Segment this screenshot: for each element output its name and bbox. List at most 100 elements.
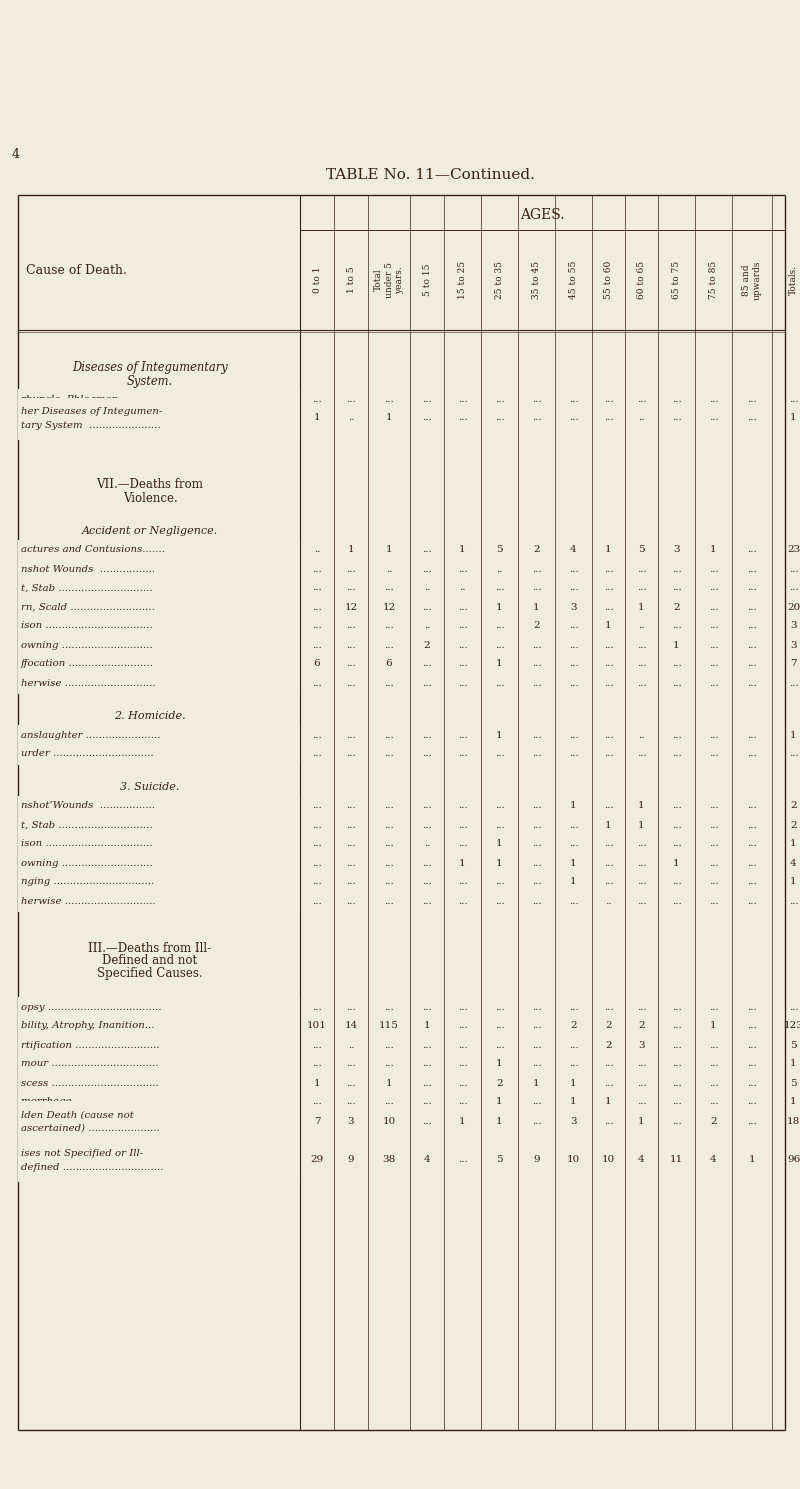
Text: 0 to 1: 0 to 1 (313, 267, 322, 293)
Text: ...: ... (709, 749, 718, 758)
Text: Defined and not: Defined and not (102, 954, 198, 968)
Text: ...: ... (346, 749, 356, 758)
Text: herwise ............................: herwise ............................ (21, 896, 156, 905)
Text: 2: 2 (790, 801, 797, 810)
Text: ...: ... (672, 679, 682, 688)
Text: 18: 18 (787, 1117, 800, 1126)
Bar (18, 654, 300, 675)
Text: ...: ... (532, 1117, 542, 1126)
Text: ...: ... (494, 1021, 504, 1030)
Text: 3: 3 (348, 1117, 354, 1126)
Text: 1: 1 (348, 545, 354, 554)
Text: 4: 4 (710, 1155, 717, 1164)
Text: ...: ... (422, 1078, 432, 1087)
Text: ...: ... (709, 1060, 718, 1069)
Text: her Diseases of Integumen-: her Diseases of Integumen- (21, 408, 162, 417)
Text: 1: 1 (605, 1097, 612, 1106)
Text: ...: ... (346, 731, 356, 740)
Text: ..: .. (638, 414, 645, 423)
Text: ...: ... (422, 1060, 432, 1069)
Text: ...: ... (789, 564, 798, 573)
Text: ...: ... (532, 731, 542, 740)
Text: ...: ... (458, 1155, 467, 1164)
Text: 9: 9 (348, 1155, 354, 1164)
Text: 3: 3 (790, 621, 797, 630)
Text: ...: ... (458, 603, 467, 612)
Text: rbuncle, Phlegmon .. ........: rbuncle, Phlegmon .. ........ (21, 395, 157, 404)
Text: ...: ... (569, 896, 578, 905)
Text: ...: ... (422, 545, 432, 554)
Text: ...: ... (422, 679, 432, 688)
Text: anslaughter .......................: anslaughter ....................... (21, 731, 161, 740)
Text: ...: ... (747, 1060, 757, 1069)
Text: ...: ... (709, 1002, 718, 1011)
Text: ...: ... (747, 877, 757, 886)
Text: ...: ... (604, 584, 614, 593)
Text: ...: ... (747, 820, 757, 829)
Text: ...: ... (637, 1097, 646, 1106)
Text: ...: ... (569, 584, 578, 593)
Text: ...: ... (312, 731, 322, 740)
Text: ...: ... (384, 395, 394, 404)
Text: ..: .. (638, 731, 645, 740)
Text: owning ............................: owning ............................ (21, 640, 153, 649)
Text: ...: ... (532, 896, 542, 905)
Text: 2: 2 (496, 1078, 503, 1087)
Text: ...: ... (494, 1002, 504, 1011)
Text: ...: ... (312, 801, 322, 810)
Text: 1: 1 (533, 603, 540, 612)
Text: ...: ... (569, 414, 578, 423)
Text: ...: ... (604, 801, 614, 810)
Text: ...: ... (384, 1060, 394, 1069)
Text: ...: ... (672, 820, 682, 829)
Text: 1: 1 (570, 1097, 577, 1106)
Text: ...: ... (672, 801, 682, 810)
Text: ...: ... (494, 584, 504, 593)
Text: 5: 5 (790, 1078, 797, 1087)
Text: ison .................................: ison ................................. (21, 621, 153, 630)
Text: ...: ... (494, 621, 504, 630)
Text: 7: 7 (790, 660, 797, 669)
Text: ...: ... (604, 749, 614, 758)
Text: ...: ... (312, 820, 322, 829)
Bar (18, 539, 300, 560)
Text: ...: ... (604, 603, 614, 612)
Text: ...: ... (346, 1060, 356, 1069)
Text: ...: ... (747, 731, 757, 740)
Text: ...: ... (747, 564, 757, 573)
Text: ...: ... (709, 621, 718, 630)
Text: mour .................................: mour ................................. (21, 1060, 158, 1069)
Text: ...: ... (709, 414, 718, 423)
Text: ...: ... (709, 877, 718, 886)
Text: ...: ... (422, 603, 432, 612)
Text: ...: ... (312, 877, 322, 886)
Text: 1: 1 (710, 1021, 717, 1030)
Text: ...: ... (672, 584, 682, 593)
Text: ...: ... (637, 896, 646, 905)
Text: ...: ... (384, 749, 394, 758)
Text: 2: 2 (605, 1021, 612, 1030)
Bar (18, 1139, 300, 1181)
Text: ...: ... (672, 840, 682, 849)
Text: ...: ... (709, 801, 718, 810)
Text: ...: ... (637, 660, 646, 669)
Text: 2: 2 (533, 621, 540, 630)
Text: ...: ... (604, 640, 614, 649)
Text: t, Stab .............................: t, Stab ............................. (21, 584, 153, 593)
Text: ...: ... (312, 859, 322, 868)
Text: 4: 4 (570, 545, 577, 554)
Text: ...: ... (312, 640, 322, 649)
Text: 6: 6 (314, 660, 320, 669)
Text: 3: 3 (673, 545, 680, 554)
Text: ..: .. (424, 621, 430, 630)
Text: ...: ... (637, 877, 646, 886)
Text: ...: ... (672, 1002, 682, 1011)
Text: t, Stab .............................: t, Stab ............................. (21, 820, 153, 829)
Text: ...: ... (672, 1117, 682, 1126)
Text: 38: 38 (382, 1155, 396, 1164)
Text: ...: ... (384, 679, 394, 688)
Text: 1: 1 (386, 1078, 392, 1087)
Text: Total
under 5
years.: Total under 5 years. (374, 262, 404, 298)
Text: 5: 5 (790, 1041, 797, 1050)
Text: ...: ... (672, 414, 682, 423)
